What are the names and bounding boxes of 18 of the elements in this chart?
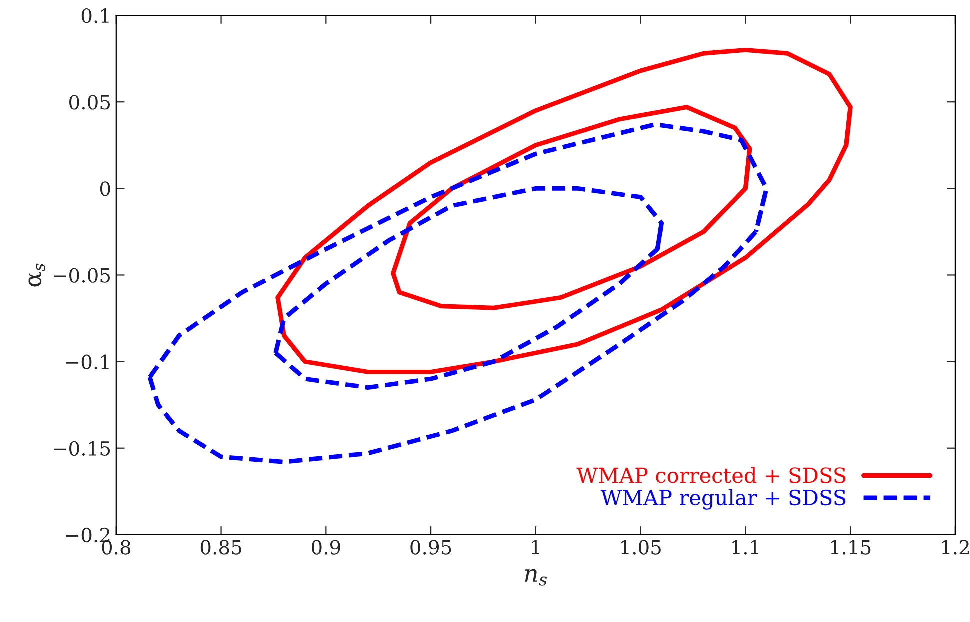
x-tick-label: 0.9 [312,540,340,555]
x-tick-label: 1.1 [732,540,758,555]
y-tick-label: −0.05 [54,268,110,283]
x-tick-label: 0.85 [200,540,242,555]
x-tick-label: 1 [532,540,540,555]
legend-label: WMAP regular + SDSS [600,489,846,510]
x-tick-label: 0.95 [410,540,452,555]
y-tick-label: 0 [100,182,110,196]
x-axis-title: n$_{s}$ [525,569,547,586]
y-tick-label: 0.1 [82,8,109,24]
x-tick-label: 1.05 [622,540,661,555]
x-tick-label: 1.2 [942,540,970,555]
x-tick-label: 1.15 [831,540,871,555]
y-tick-label: −0.15 [54,441,110,456]
y-tick-label: −0.1 [66,354,109,370]
legend-label: WMAP corrected + SDSS [576,467,846,484]
y-axis-title: α$_{s}$ [28,264,46,287]
y-tick-label: 0.05 [70,95,110,110]
